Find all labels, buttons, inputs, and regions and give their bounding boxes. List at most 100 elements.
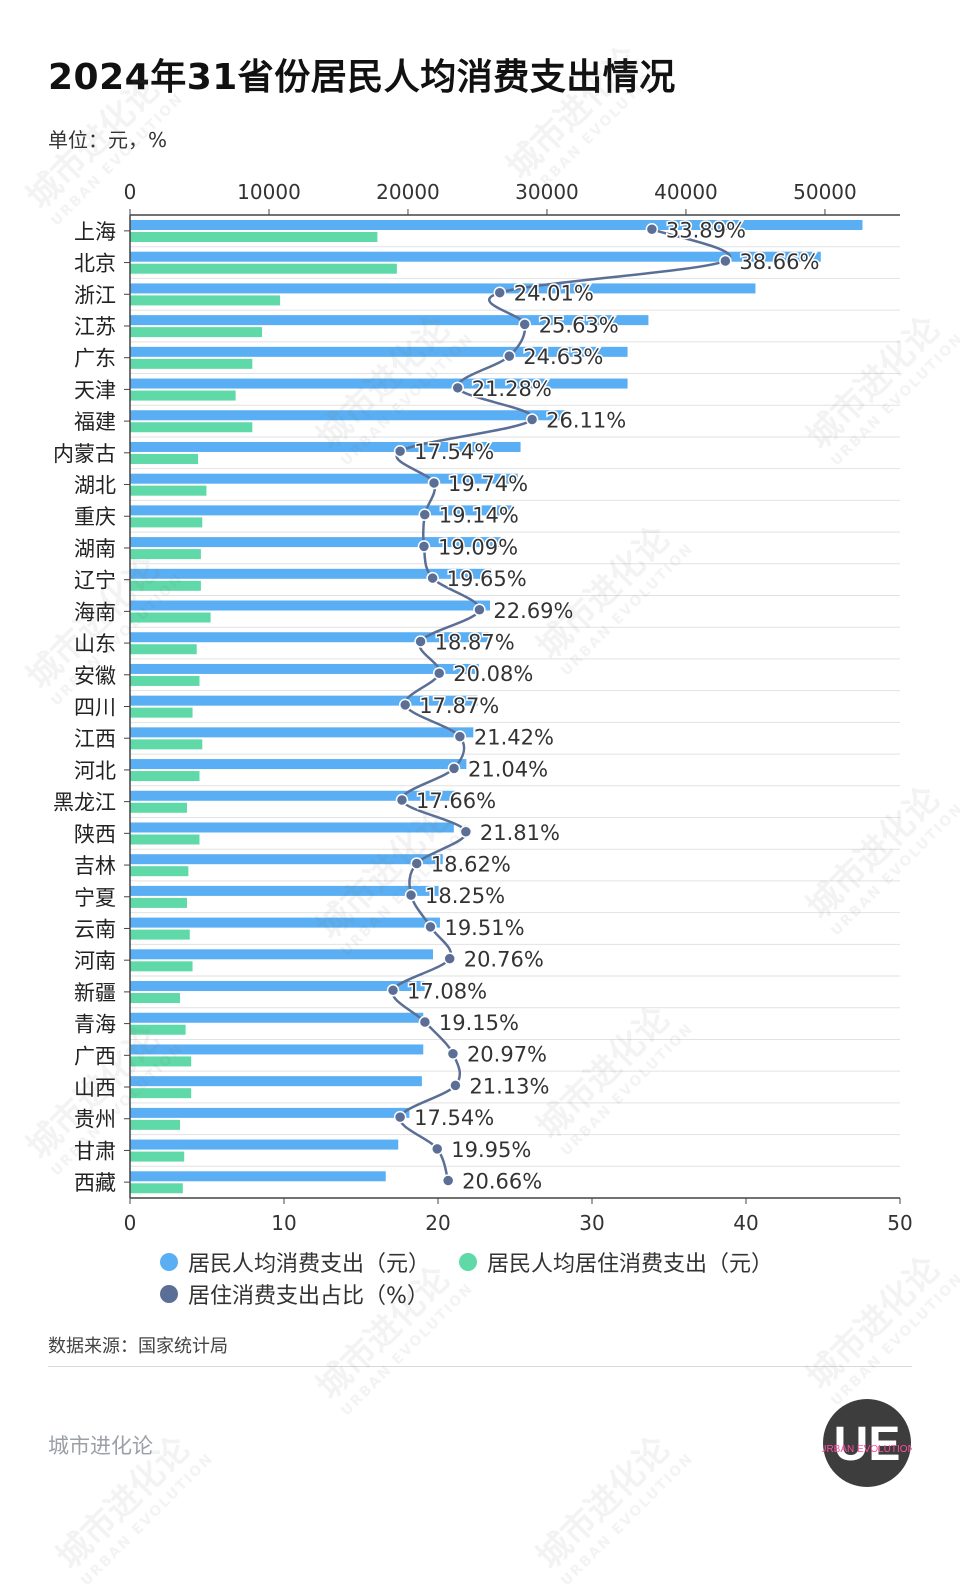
share-point xyxy=(432,666,446,680)
data-source: 数据来源：国家统计局 xyxy=(48,1336,228,1357)
bottom-tick-label: 40 xyxy=(733,1211,758,1235)
share-data-label: 18.25% xyxy=(425,884,505,908)
category-label: 广西 xyxy=(74,1044,116,1068)
consumption-bar xyxy=(130,251,821,262)
housing-bar xyxy=(130,485,207,496)
legend-swatch-consumption xyxy=(160,1253,178,1271)
category-label: 新疆 xyxy=(74,981,116,1005)
housing-bar xyxy=(130,358,253,369)
category-label: 湖北 xyxy=(74,474,116,498)
housing-bar xyxy=(130,327,263,338)
consumption-bar xyxy=(130,854,443,865)
share-point xyxy=(453,730,467,743)
housing-bar xyxy=(130,232,378,242)
consumption-bar xyxy=(130,1171,386,1182)
bar-line-chart: 0 10000 20000 30000 40000 50000 0 10 20 30 40 50 上海北… xyxy=(53,180,913,1235)
share-point xyxy=(451,381,464,395)
housing-bar xyxy=(130,771,200,782)
category-label: 广东 xyxy=(74,347,116,371)
share-data-label: 21.42% xyxy=(474,726,554,750)
legend-item-share[interactable]: 居住消费支出占比（%） xyxy=(160,1278,429,1310)
brand-logo: UE URBAN EVOLUTION xyxy=(822,1399,912,1487)
category-label: 湖南 xyxy=(74,537,116,561)
consumption-bar xyxy=(130,537,502,548)
consumption-bar xyxy=(130,568,492,579)
category-label: 甘肃 xyxy=(74,1139,116,1163)
share-point xyxy=(418,508,432,521)
category-label: 天津 xyxy=(74,378,116,402)
consumption-bar xyxy=(130,473,518,484)
share-data-label: 21.28% xyxy=(472,377,552,401)
consumption-bar xyxy=(130,1139,399,1150)
share-data-label: 17.66% xyxy=(416,789,496,813)
share-point xyxy=(430,1142,444,1156)
top-tick-label: 50000 xyxy=(793,180,857,204)
category-label: 黑龙江 xyxy=(53,791,116,815)
housing-bar xyxy=(130,739,203,750)
category-label: 青海 xyxy=(74,1013,116,1037)
top-tick-label: 20000 xyxy=(376,180,440,204)
share-point xyxy=(393,1110,407,1124)
bottom-tick-label: 20 xyxy=(425,1211,450,1235)
legend-label-housing: 居民人均居住消费支出（元） xyxy=(487,1252,774,1277)
legend-item-consumption[interactable]: 居民人均消费支出（元） xyxy=(160,1246,430,1278)
share-point xyxy=(446,1047,460,1060)
share-data-label: 19.14% xyxy=(439,504,519,528)
housing-bar xyxy=(130,834,200,845)
category-label: 河北 xyxy=(74,759,116,783)
legend-swatch-share xyxy=(160,1285,178,1303)
consumption-bar xyxy=(130,663,479,674)
footer-divider xyxy=(48,1366,912,1367)
consumption-bar xyxy=(130,1107,410,1118)
housing-bar xyxy=(130,961,193,972)
category-label: 吉林 xyxy=(74,854,116,878)
housing-bar xyxy=(130,1024,186,1035)
brand-name: 城市进化论 xyxy=(48,1434,153,1458)
housing-bar xyxy=(130,390,236,401)
chart-title: 2024年31省份居民人均消费支出情况 xyxy=(48,57,676,98)
share-data-label: 17.54% xyxy=(414,1106,494,1130)
legend-item-housing[interactable]: 居民人均居住消费支出（元） xyxy=(459,1246,773,1278)
housing-bar xyxy=(130,1183,183,1194)
bottom-tick-label: 0 xyxy=(124,1211,137,1235)
category-label: 江西 xyxy=(74,727,116,751)
share-point xyxy=(525,413,539,426)
category-label: 上海 xyxy=(74,220,116,244)
share-point xyxy=(414,635,427,648)
legend-label-consumption: 居民人均消费支出（元） xyxy=(188,1252,431,1277)
share-point xyxy=(417,540,431,553)
top-tick-label: 40000 xyxy=(654,180,718,204)
share-data-label: 20.76% xyxy=(464,948,544,972)
consumption-bar xyxy=(130,505,513,516)
share-point xyxy=(395,793,409,807)
share-point xyxy=(449,1079,462,1092)
housing-bar xyxy=(130,993,181,1004)
category-label: 山西 xyxy=(74,1076,116,1100)
category-label: 陕西 xyxy=(74,822,116,846)
share-data-label: 19.09% xyxy=(438,535,518,559)
consumption-bar xyxy=(130,822,454,833)
consumption-bar xyxy=(130,981,425,992)
share-point xyxy=(518,318,531,331)
category-label: 山东 xyxy=(74,632,116,656)
share-data-label: 21.04% xyxy=(468,757,548,781)
category-label: 西藏 xyxy=(74,1171,116,1195)
housing-bar xyxy=(130,1119,181,1130)
share-data-label: 19.95% xyxy=(451,1138,531,1162)
consumption-bar xyxy=(130,949,433,960)
consumption-bar xyxy=(130,759,467,770)
top-tick-label: 0 xyxy=(124,180,137,204)
category-label: 云南 xyxy=(74,917,116,941)
consumption-bar xyxy=(130,1044,424,1055)
housing-bar xyxy=(130,580,201,591)
share-data-label: 33.89% xyxy=(666,218,746,242)
consumption-bar xyxy=(130,410,566,421)
category-label: 贵州 xyxy=(74,1108,116,1132)
category-label: 海南 xyxy=(74,600,116,624)
category-label: 浙江 xyxy=(74,283,116,307)
housing-bar xyxy=(130,263,397,274)
share-point xyxy=(386,984,400,997)
consumption-bar xyxy=(130,1012,424,1023)
consumption-bar xyxy=(130,346,628,357)
share-point xyxy=(410,857,423,870)
